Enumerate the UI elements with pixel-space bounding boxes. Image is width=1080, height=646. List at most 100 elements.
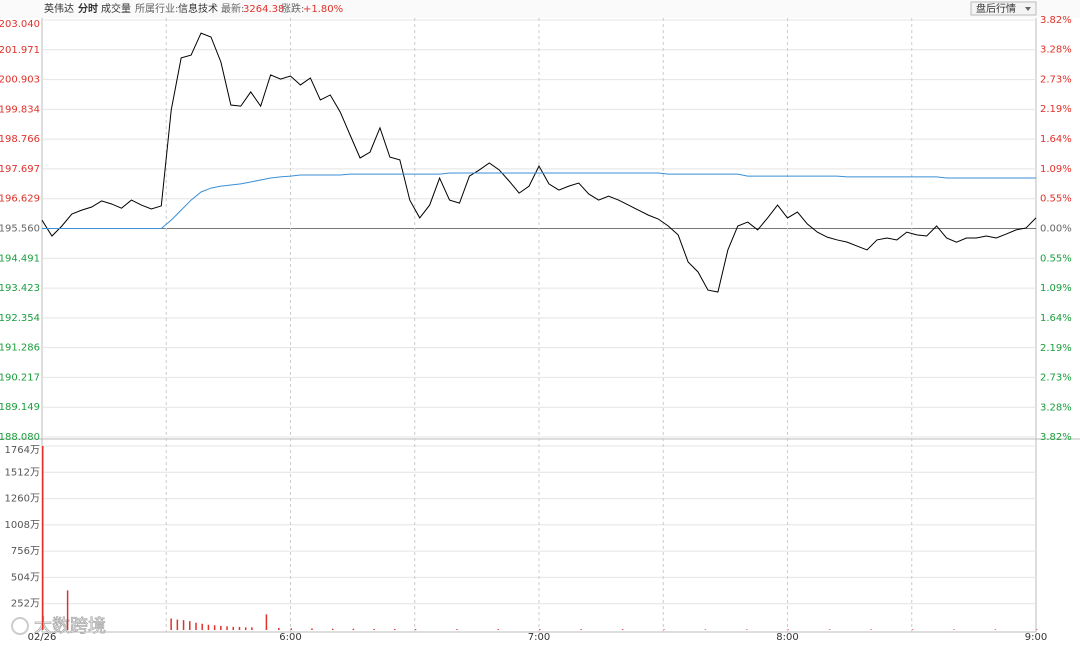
button-label[interactable]: 盘后行情 <box>976 2 1016 15</box>
volume-bar <box>42 446 44 630</box>
volume-bar <box>176 619 179 630</box>
volume-bar <box>66 590 69 630</box>
volume-bar <box>373 628 375 630</box>
dropdown-arrow <box>1025 7 1031 11</box>
y2-tick-label: 1.09% <box>1040 283 1072 294</box>
volume-bar <box>170 618 172 630</box>
volume-bar <box>787 629 789 630</box>
y-tick-label: 1008万 <box>5 520 40 531</box>
volume-bar <box>182 620 185 630</box>
volume-bar <box>238 626 241 630</box>
y-tick-label: 199.834 <box>0 104 40 115</box>
y2-tick-label: 0.55% <box>1040 254 1072 265</box>
y-tick-label: 190.217 <box>0 372 40 383</box>
industry-label: 所属行业: <box>135 2 178 15</box>
y2-tick-label: 3.28% <box>1040 403 1072 414</box>
y-tick-label: 189.149 <box>0 402 40 413</box>
y2-tick-label: 1.64% <box>1040 134 1072 145</box>
volume-bar <box>278 627 280 630</box>
volume-bar <box>394 628 396 630</box>
y-tick-label: 203.040 <box>0 19 40 30</box>
y-tick-label: 194.491 <box>0 253 40 264</box>
y-tick-label: 1260万 <box>5 494 40 505</box>
volume-bar <box>220 625 222 630</box>
volume-bar <box>331 628 334 630</box>
volume-bar <box>213 625 216 630</box>
y-tick-label: 1764万 <box>5 445 40 456</box>
y-tick-label: 200.903 <box>0 75 40 86</box>
volume-bar <box>290 628 292 630</box>
volume-bar <box>746 629 748 630</box>
volume-bar <box>189 621 191 630</box>
volume-bar <box>663 629 665 630</box>
volume-bar <box>226 626 228 630</box>
price-line <box>41 32 1037 293</box>
y-tick-label: 198.766 <box>0 134 40 145</box>
volume-bar <box>251 627 253 630</box>
watermark: 大数跨境 <box>34 616 106 637</box>
y-tick-label: 1512万 <box>5 467 40 478</box>
volume-bar <box>1036 629 1038 630</box>
y-tick-label: 197.697 <box>0 164 40 175</box>
y2-tick-label: 0.55% <box>1040 193 1072 204</box>
volume-bar <box>265 614 268 630</box>
y2-tick-label: 1.09% <box>1040 164 1072 175</box>
tab[interactable]: 成交量 <box>101 2 131 15</box>
y-tick-label: 756万 <box>11 546 40 557</box>
y-tick-label: 504万 <box>11 572 40 583</box>
volume-bar <box>870 629 872 630</box>
volume-bar <box>621 629 624 630</box>
x-tick-label: 9:00 <box>1025 632 1047 643</box>
change-label: 涨跌: <box>281 2 304 15</box>
volume-bar <box>911 629 914 630</box>
volume-bar <box>244 627 247 630</box>
volume-bar <box>704 629 707 630</box>
y-tick-label: 252万 <box>11 599 40 610</box>
y2-tick-label: 0.00% <box>1040 224 1072 235</box>
y2-tick-label: 1.64% <box>1040 313 1072 324</box>
y2-tick-label: 2.19% <box>1040 104 1072 115</box>
x-tick-label: 6:00 <box>279 632 301 643</box>
volume-bar <box>580 629 582 630</box>
volume-bar <box>201 623 203 630</box>
volume-bar <box>828 629 831 630</box>
watermark-logo <box>11 617 29 635</box>
y-tick-label: 196.629 <box>0 194 40 205</box>
volume-bar <box>195 622 197 630</box>
volume-bar <box>456 629 458 630</box>
y-tick-label: 188.080 <box>0 432 40 443</box>
y-tick-label: 193.423 <box>0 283 40 294</box>
volume-bar <box>994 629 997 630</box>
industry: 信息技术 <box>178 2 218 15</box>
latest-label: 最新: <box>221 2 244 15</box>
volume-bar <box>539 629 541 630</box>
latest-price: 3264.38 <box>243 4 284 15</box>
y2-tick-label: 2.73% <box>1040 373 1072 384</box>
stock-name: 英伟达 <box>44 2 74 15</box>
change-value: +1.80% <box>303 4 343 15</box>
x-tick-label: 8:00 <box>776 632 798 643</box>
x-tick-label: 02/26 <box>28 632 57 643</box>
volume-bar <box>207 624 210 630</box>
volume-bar <box>352 628 355 630</box>
y-tick-label: 195.560 <box>0 224 40 235</box>
y-tick-label: 192.354 <box>0 313 40 324</box>
y2-tick-label: 3.82% <box>1040 432 1072 443</box>
y2-tick-label: 3.28% <box>1040 44 1072 55</box>
after-hours-button[interactable]: 盘后行情 <box>970 1 1037 16</box>
y-tick-label: 191.286 <box>0 343 40 354</box>
button-box <box>970 1 1037 16</box>
volume-bar <box>953 629 955 630</box>
y2-tick-label: 2.73% <box>1040 74 1072 85</box>
volume-bar <box>311 628 313 630</box>
y2-tick-label: 2.19% <box>1040 343 1072 354</box>
tab[interactable]: 分时 <box>78 2 98 15</box>
volume-bar <box>497 629 500 630</box>
header-bar <box>0 0 1080 18</box>
price-line <box>42 172 1036 229</box>
y2-tick-label: 3.82% <box>1040 15 1072 26</box>
volume-bar <box>232 626 235 630</box>
volume-bar <box>414 628 417 630</box>
